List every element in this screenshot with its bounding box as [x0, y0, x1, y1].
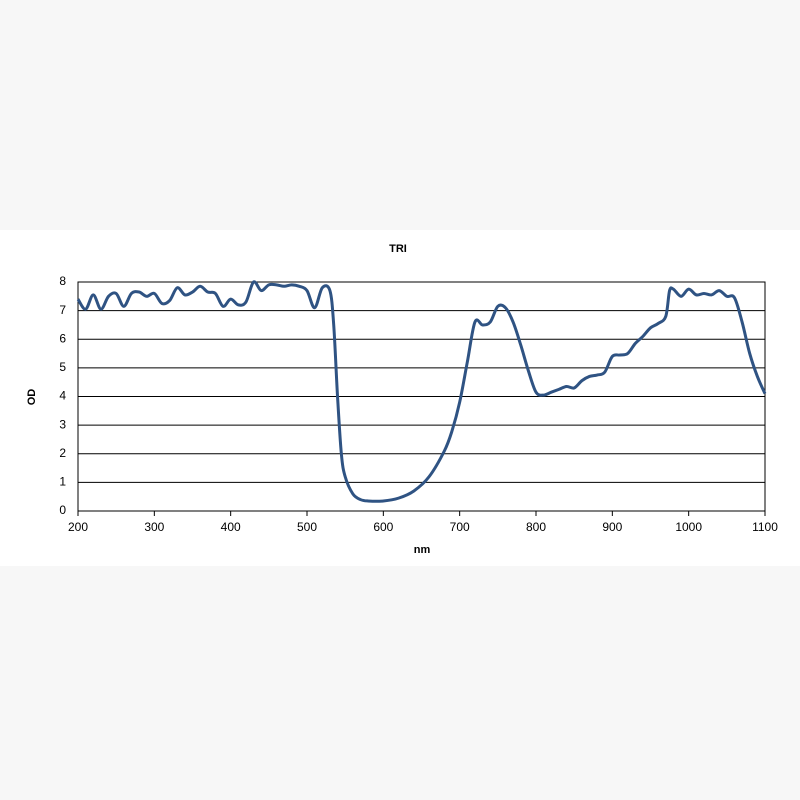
y-tick-label: 7: [59, 303, 66, 317]
data-line: [76, 280, 767, 503]
x-tick-label: 200: [68, 520, 88, 534]
chart-title: TRI: [389, 243, 407, 255]
x-axis-label: nm: [414, 544, 431, 556]
y-tick-label: 5: [59, 360, 66, 374]
x-tick-label: 900: [602, 520, 622, 534]
y-tick-label: 2: [59, 446, 66, 460]
x-tick-label: 600: [373, 520, 393, 534]
y-tick-label: 0: [59, 503, 66, 517]
y-tick-label: 1: [59, 475, 66, 489]
x-tick-label: 800: [526, 520, 546, 534]
y-tick-label: 3: [59, 417, 66, 431]
x-tick-label: 1000: [675, 520, 702, 534]
y-tick-label: 4: [59, 389, 66, 403]
x-tick-label: 700: [450, 520, 470, 534]
x-tick-label: 300: [144, 520, 164, 534]
x-tick-label: 400: [221, 520, 241, 534]
background: [0, 566, 800, 800]
x-tick-label: 1100: [752, 520, 778, 534]
background: [0, 0, 800, 230]
x-tick-label: 500: [297, 520, 317, 534]
y-tick-label: 6: [59, 331, 66, 345]
y-tick-label: 8: [59, 274, 66, 288]
y-axis-label: OD: [26, 389, 38, 406]
